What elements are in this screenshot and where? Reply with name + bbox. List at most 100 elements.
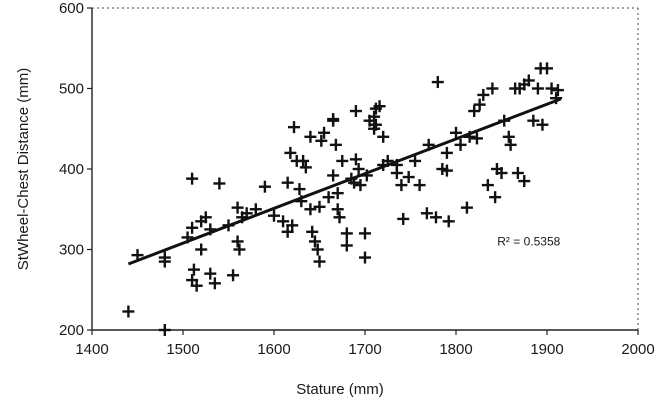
data-point xyxy=(313,200,326,213)
data-point xyxy=(293,183,306,196)
data-point xyxy=(522,74,535,87)
data-point xyxy=(331,187,344,200)
data-point xyxy=(354,179,367,192)
trendline xyxy=(127,97,562,266)
data-point xyxy=(431,76,444,89)
data-point xyxy=(468,105,481,118)
data-point xyxy=(440,164,453,177)
data-point xyxy=(340,227,353,240)
data-point xyxy=(297,154,310,167)
data-point xyxy=(258,180,271,193)
data-point xyxy=(187,263,200,276)
data-point xyxy=(395,179,408,192)
data-point xyxy=(327,169,340,182)
data-point xyxy=(531,82,544,95)
data-point xyxy=(304,130,317,143)
data-point xyxy=(122,305,135,318)
data-point xyxy=(249,203,262,216)
data-point xyxy=(308,235,321,248)
data-point xyxy=(495,167,508,180)
y-tick-label: 300 xyxy=(59,242,84,259)
data-point xyxy=(527,114,540,127)
data-point xyxy=(390,167,403,180)
data-point xyxy=(158,255,171,268)
data-point xyxy=(327,113,340,126)
data-point xyxy=(504,138,517,151)
data-point xyxy=(306,225,319,238)
data-point xyxy=(186,221,199,234)
data-point xyxy=(311,243,324,256)
data-point xyxy=(227,269,240,282)
data-point xyxy=(186,172,199,185)
y-tick-label: 600 xyxy=(59,0,84,17)
plot-frame xyxy=(91,7,639,331)
data-point xyxy=(470,132,483,145)
data-point xyxy=(511,167,524,180)
data-point xyxy=(233,243,246,256)
data-point xyxy=(315,134,328,147)
data-point xyxy=(190,279,203,292)
data-point xyxy=(199,211,212,224)
data-point xyxy=(450,126,462,139)
data-point xyxy=(281,176,294,189)
data-point xyxy=(322,191,335,204)
data-point xyxy=(402,171,415,184)
data-point xyxy=(368,110,381,123)
data-point xyxy=(158,324,171,336)
x-axis-ticks: 1400 1500 1600 1700 1800 1900 2000 xyxy=(75,330,655,358)
data-point xyxy=(460,201,473,214)
data-point xyxy=(204,267,217,280)
x-tick-label: 1500 xyxy=(166,341,199,358)
data-point xyxy=(545,82,558,95)
data-point xyxy=(208,277,221,290)
data-point xyxy=(231,235,244,248)
x-tick-label: 1800 xyxy=(439,341,472,358)
data-point xyxy=(349,153,362,166)
trendline-layer xyxy=(127,97,562,266)
r-squared-label: R² = 0.5358 xyxy=(497,234,560,248)
data-point xyxy=(333,211,346,224)
x-tick-label: 1700 xyxy=(348,341,381,358)
data-point xyxy=(409,154,422,167)
data-point xyxy=(340,239,353,252)
data-point xyxy=(299,161,312,174)
data-point xyxy=(281,225,294,238)
data-point xyxy=(541,62,553,75)
y-tick-label: 500 xyxy=(59,81,84,98)
data-point xyxy=(489,191,502,204)
data-point xyxy=(442,215,455,228)
y-tick-label: 400 xyxy=(59,161,84,178)
data-point xyxy=(502,130,515,143)
data-point xyxy=(413,179,426,192)
x-tick-label: 1400 xyxy=(75,341,108,358)
data-point xyxy=(336,154,349,167)
data-points xyxy=(122,62,564,336)
data-point xyxy=(331,203,344,216)
data-point xyxy=(284,146,297,159)
data-point xyxy=(377,130,390,143)
data-point xyxy=(313,255,326,268)
data-point xyxy=(473,98,486,111)
data-point xyxy=(288,121,301,134)
y-axis-ticks: 200 300 400 500 600 xyxy=(59,0,92,339)
data-point xyxy=(277,215,290,228)
y-tick-label: 200 xyxy=(59,322,84,339)
data-point xyxy=(268,209,280,222)
x-tick-label: 1900 xyxy=(530,341,563,358)
annotations: R² = 0.5358 xyxy=(497,234,560,248)
data-point xyxy=(477,88,490,101)
data-point xyxy=(359,227,371,240)
data-point xyxy=(551,84,564,97)
data-point xyxy=(373,100,386,113)
data-point xyxy=(429,211,442,224)
x-tick-label: 1600 xyxy=(257,341,290,358)
data-point xyxy=(349,105,362,118)
data-point xyxy=(318,126,331,139)
data-point xyxy=(397,212,410,225)
x-tick-label: 2000 xyxy=(621,341,654,358)
data-point xyxy=(420,207,433,220)
data-point xyxy=(286,219,299,232)
data-point xyxy=(359,251,371,264)
